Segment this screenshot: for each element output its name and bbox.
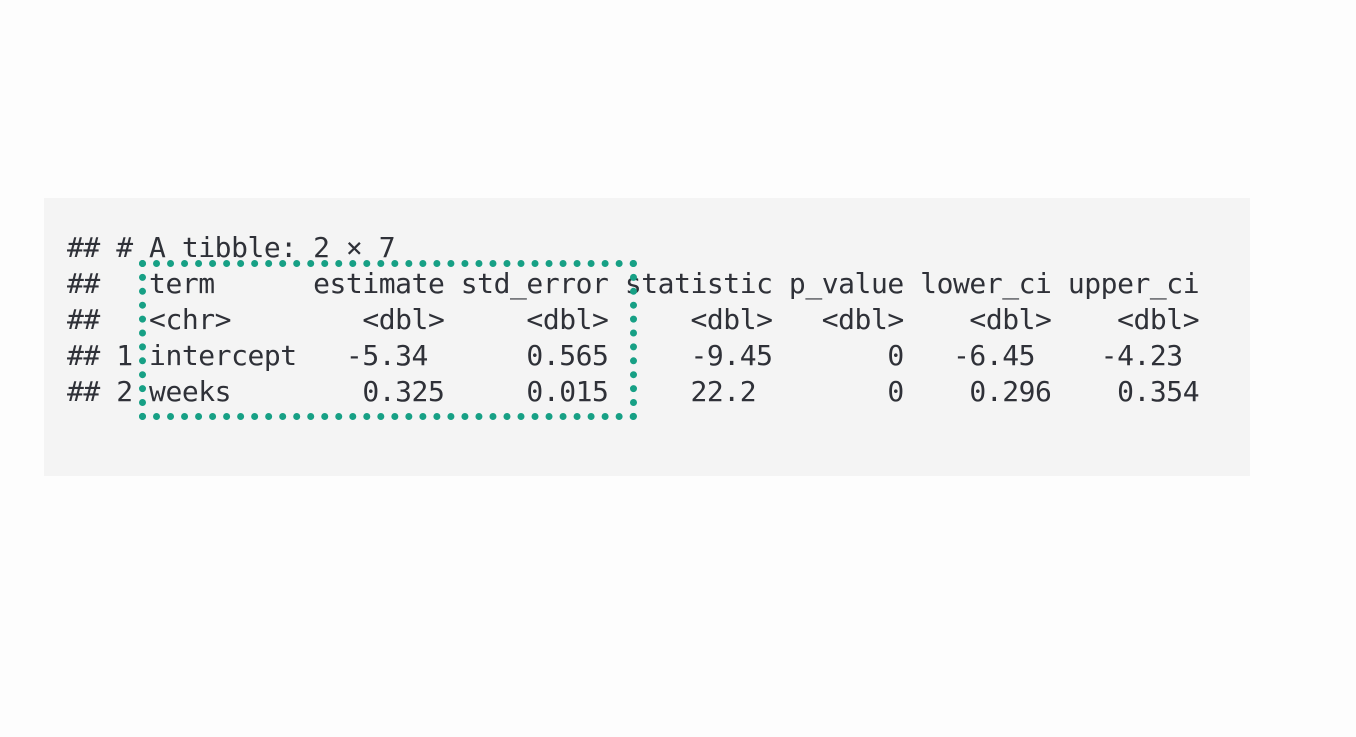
- table-row: ## 2 weeks 0.325 0.015 22.2 0 0.296 0.35…: [67, 375, 1200, 408]
- code-output-block: [44, 198, 1250, 476]
- tibble-header: ## # A tibble: 2 × 7: [67, 231, 396, 264]
- table-row: ## 1 intercept -5.34 0.565 -9.45 0 -6.45…: [67, 339, 1200, 372]
- column-names-row: ## term estimate std_error statistic p_v…: [67, 267, 1200, 300]
- column-types-row: ## <chr> <dbl> <dbl> <dbl> <dbl> <dbl> <…: [67, 303, 1200, 336]
- tibble-output: ## # A tibble: 2 × 7 ## term estimate std…: [67, 230, 1200, 410]
